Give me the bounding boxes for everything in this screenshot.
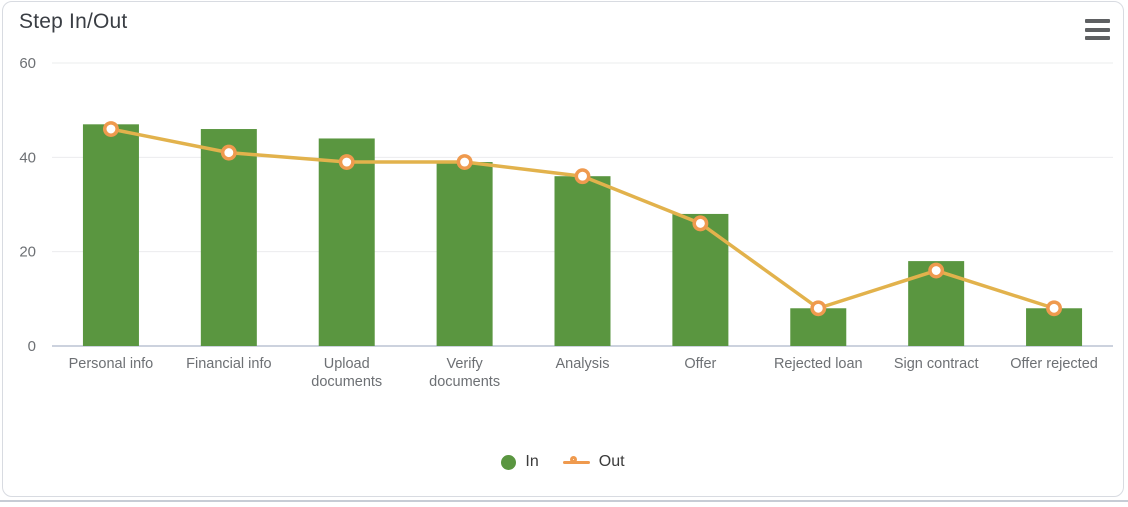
- legend-label-in: In: [525, 453, 539, 470]
- x-axis-label: Verify documents: [429, 356, 500, 390]
- legend-label-out: Out: [598, 453, 625, 470]
- marker-out-1[interactable]: [220, 144, 237, 161]
- marker-out-5[interactable]: [692, 215, 709, 232]
- marker-out-0[interactable]: [102, 121, 119, 137]
- legend-item-in[interactable]: In: [501, 453, 539, 471]
- out-series-line-icon: [562, 455, 590, 470]
- chart-menu-button[interactable]: [1085, 19, 1110, 40]
- chart-card: Step In/Out 0 20 40 60 Personal info Financia…: [2, 1, 1124, 497]
- bar-in-3[interactable]: [436, 162, 493, 346]
- x-axis-label: Sign contract: [894, 356, 979, 372]
- marker-out-6[interactable]: [810, 300, 827, 317]
- bar-in-0[interactable]: [82, 124, 139, 346]
- legend-item-out[interactable]: Out: [562, 453, 625, 471]
- y-axis-label: 40: [19, 149, 36, 166]
- out-legend-ring: [569, 455, 577, 463]
- marker-out-7[interactable]: [928, 262, 945, 279]
- chart-plot-area: 0 20 40 60 Personal info Financial info Upload…: [19, 55, 1113, 390]
- y-axis-label: 60: [19, 55, 36, 72]
- marker-out-4[interactable]: [574, 168, 591, 185]
- x-axis-label: Offer rejected: [1010, 356, 1098, 372]
- hamburger-bar: [1085, 27, 1110, 32]
- marker-out-8[interactable]: [1046, 300, 1063, 317]
- y-axis-label: 0: [28, 338, 36, 355]
- bar-in-2[interactable]: [318, 138, 375, 346]
- x-axis-label: Personal info: [69, 356, 154, 372]
- y-axis-label: 20: [19, 244, 36, 261]
- marker-out-3[interactable]: [456, 154, 473, 171]
- x-axis-label: Offer: [684, 356, 716, 372]
- x-axis-label: Rejected loan: [774, 356, 863, 372]
- bar-in-1[interactable]: [200, 129, 257, 346]
- hamburger-bar: [1085, 36, 1110, 40]
- x-axis-label: Analysis: [556, 356, 610, 372]
- x-axis-label: Upload documents: [311, 356, 382, 390]
- chart-title: Step In/Out: [19, 10, 128, 33]
- in-series-dot-icon: [501, 454, 517, 470]
- x-axis-label: Financial info: [186, 356, 271, 372]
- marker-out-2[interactable]: [338, 154, 355, 171]
- bar-in-5[interactable]: [672, 213, 729, 346]
- bar-in-4[interactable]: [554, 176, 611, 346]
- chart-legend: In Out: [3, 453, 1123, 471]
- bottom-divider: [0, 500, 1128, 502]
- out-legend-segment: [562, 460, 590, 464]
- hamburger-bar: [1085, 19, 1110, 23]
